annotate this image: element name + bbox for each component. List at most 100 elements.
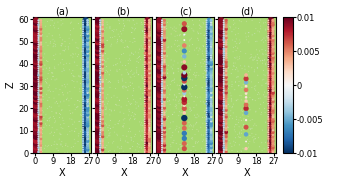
- Point: [238, 50, 244, 53]
- Point: [208, 78, 214, 81]
- Point: [74, 64, 80, 67]
- Point: [98, 135, 103, 138]
- Point: [265, 104, 271, 107]
- Point: [52, 140, 58, 143]
- Point: [125, 141, 131, 144]
- Point: [190, 19, 195, 22]
- Point: [162, 43, 167, 46]
- Point: [98, 115, 103, 118]
- Point: [195, 96, 200, 99]
- Point: [142, 148, 147, 151]
- Point: [142, 111, 147, 114]
- Point: [61, 69, 67, 72]
- Point: [157, 118, 162, 121]
- Point: [38, 60, 44, 64]
- Point: [34, 136, 39, 139]
- Point: [85, 89, 90, 92]
- Point: [271, 136, 277, 139]
- Point: [142, 65, 147, 68]
- Point: [47, 67, 52, 70]
- Point: [59, 84, 65, 87]
- Point: [78, 50, 84, 53]
- Point: [85, 96, 90, 99]
- Point: [105, 57, 111, 60]
- Point: [158, 145, 164, 148]
- Point: [95, 43, 101, 46]
- Point: [252, 87, 257, 90]
- Point: [208, 23, 214, 26]
- Point: [157, 133, 162, 136]
- Point: [270, 52, 276, 55]
- Point: [245, 115, 251, 118]
- Point: [179, 79, 185, 82]
- Point: [77, 130, 83, 133]
- Point: [85, 120, 90, 123]
- Point: [36, 19, 41, 22]
- Point: [204, 56, 209, 59]
- Point: [58, 100, 63, 103]
- Point: [100, 133, 105, 136]
- Point: [183, 70, 188, 73]
- Point: [234, 66, 239, 69]
- Point: [83, 47, 88, 50]
- Point: [142, 96, 147, 99]
- Point: [77, 120, 82, 123]
- Point: [33, 139, 39, 143]
- Point: [181, 132, 187, 135]
- Point: [270, 41, 276, 44]
- Point: [206, 67, 212, 70]
- Point: [260, 38, 265, 41]
- Point: [206, 87, 212, 90]
- Point: [33, 56, 39, 59]
- Point: [83, 34, 88, 37]
- Point: [145, 129, 150, 132]
- Point: [219, 71, 224, 74]
- Point: [133, 27, 138, 30]
- Point: [95, 148, 101, 151]
- Point: [86, 115, 92, 118]
- Point: [181, 98, 187, 101]
- Point: [117, 147, 122, 150]
- Point: [268, 133, 274, 136]
- Point: [258, 103, 263, 106]
- Point: [142, 142, 147, 145]
- Point: [184, 131, 189, 134]
- Point: [206, 26, 212, 29]
- Point: [223, 100, 229, 103]
- Point: [204, 137, 209, 140]
- Point: [221, 123, 227, 126]
- Point: [268, 129, 274, 132]
- Point: [223, 131, 229, 134]
- Point: [174, 107, 179, 110]
- Point: [40, 28, 45, 31]
- Point: [100, 120, 105, 123]
- Point: [208, 100, 214, 103]
- Point: [252, 85, 257, 88]
- Point: [100, 135, 105, 138]
- Point: [219, 137, 224, 140]
- Point: [181, 136, 186, 139]
- Point: [80, 135, 86, 138]
- Point: [159, 107, 165, 110]
- Point: [134, 101, 140, 104]
- Point: [157, 50, 162, 53]
- Point: [269, 63, 274, 66]
- Point: [159, 47, 165, 50]
- Point: [32, 81, 37, 84]
- Point: [37, 111, 42, 114]
- Point: [146, 39, 152, 42]
- Point: [100, 101, 105, 104]
- Point: [56, 93, 62, 96]
- Point: [179, 104, 184, 107]
- Point: [36, 133, 41, 136]
- Point: [104, 39, 110, 42]
- Point: [157, 85, 162, 88]
- Point: [59, 109, 64, 112]
- Point: [33, 135, 39, 138]
- Point: [120, 79, 126, 82]
- Point: [148, 49, 154, 52]
- Point: [80, 50, 86, 53]
- Point: [130, 27, 136, 30]
- Point: [208, 85, 214, 88]
- Point: [260, 59, 265, 62]
